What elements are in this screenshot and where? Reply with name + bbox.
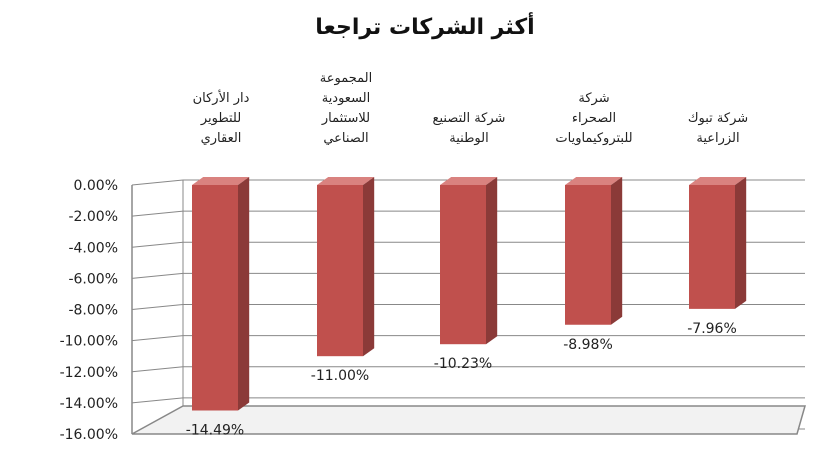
y-tick-label: -12.00% [60,365,118,381]
y-tick-label: -4.00% [68,240,118,256]
data-label: -10.23% [434,356,492,372]
gridline-side [131,179,184,186]
category-label: شركة التصنيع الوطنية [433,111,506,146]
bar-side [363,177,375,357]
bar-front [565,185,611,325]
data-labels: -14.49% -11.00% -10.23% -8.98% -7.96% [186,321,737,439]
y-axis-ticks: 0.00% -2.00% -4.00% -6.00% -8.00% -10.00% -12.… [60,178,118,443]
data-label: -14.49% [186,423,244,439]
chart-floor [131,405,806,435]
bar-top [440,177,498,185]
gridline-side [131,272,184,279]
gridline-side [131,335,184,342]
bar [565,177,623,325]
gridline-side [131,304,184,310]
plot-area [131,179,806,435]
y-tick-label: -6.00% [68,271,118,287]
data-label: -7.96% [687,321,737,337]
gridline-side [131,241,184,248]
category-label: المجموعة السعودية للاستثمار الصناعي [320,71,372,146]
bar-front [317,185,363,357]
chart-title: أكثر الشركات تراجعا [315,11,534,40]
bar-top [317,177,375,185]
y-tick-label: -16.00% [60,427,118,443]
gridline-side [131,210,184,217]
y-tick-label: -14.00% [60,396,118,412]
y-tick-label: -10.00% [60,334,118,350]
category-label: دار الأركان للتطوير العقاري [193,89,250,146]
bar-front [440,185,486,345]
y-tick-label: -2.00% [68,209,118,225]
bar-side [238,177,250,411]
bar [317,177,375,357]
bar [689,177,747,309]
data-label: -8.98% [563,337,613,353]
bar-top [565,177,623,185]
bar-top [689,177,747,185]
bar-top [192,177,250,185]
bar-front [192,185,238,411]
y-tick-label: -8.00% [68,303,118,319]
gridline-side [131,366,184,373]
bar [440,177,498,345]
gridline-side [131,397,184,404]
y-tick-label: 0.00% [74,178,118,194]
category-labels: دار الأركان للتطوير العقاري المجموعة السعودي… [193,71,749,146]
bar-side [611,177,623,325]
category-label: شركة الصحراء للبتروكيماويات [555,91,632,146]
bar [192,177,250,411]
data-label: -11.00% [311,368,369,384]
category-label: شركة تبوك الزراعية [688,111,748,146]
bar-side [486,177,498,345]
bar-front [689,185,735,309]
bar-side [735,177,747,309]
bars [192,177,747,411]
